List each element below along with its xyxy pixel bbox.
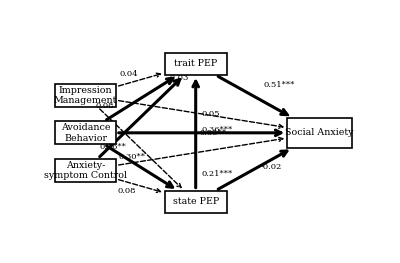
Text: Impression
Management: Impression Management: [54, 86, 117, 105]
Text: -0.02: -0.02: [261, 163, 282, 171]
Text: 0.85**: 0.85**: [200, 129, 227, 137]
FancyBboxPatch shape: [287, 118, 352, 148]
Text: 0.26**: 0.26**: [100, 143, 126, 151]
Text: 0.04: 0.04: [120, 70, 138, 78]
FancyBboxPatch shape: [56, 159, 116, 182]
Text: 0.30**: 0.30**: [118, 153, 145, 161]
Text: Social Anxiety: Social Anxiety: [286, 128, 354, 137]
Text: 0.36***: 0.36***: [202, 127, 233, 134]
Text: 0.21***: 0.21***: [202, 170, 233, 178]
Text: trait PEP: trait PEP: [174, 59, 217, 68]
FancyBboxPatch shape: [56, 84, 116, 107]
Text: -0.03: -0.03: [168, 74, 189, 82]
Text: state PEP: state PEP: [172, 197, 219, 206]
Text: 0.05: 0.05: [202, 110, 220, 118]
FancyBboxPatch shape: [56, 121, 116, 144]
Text: Avoidance
Behavior: Avoidance Behavior: [61, 123, 110, 143]
Text: Anxiety-
symptom Control: Anxiety- symptom Control: [44, 161, 127, 180]
FancyBboxPatch shape: [165, 53, 227, 75]
Text: 0.08: 0.08: [118, 186, 136, 195]
Text: 0.08: 0.08: [96, 102, 114, 110]
Text: 0.51***: 0.51***: [264, 81, 295, 89]
FancyBboxPatch shape: [165, 190, 227, 213]
